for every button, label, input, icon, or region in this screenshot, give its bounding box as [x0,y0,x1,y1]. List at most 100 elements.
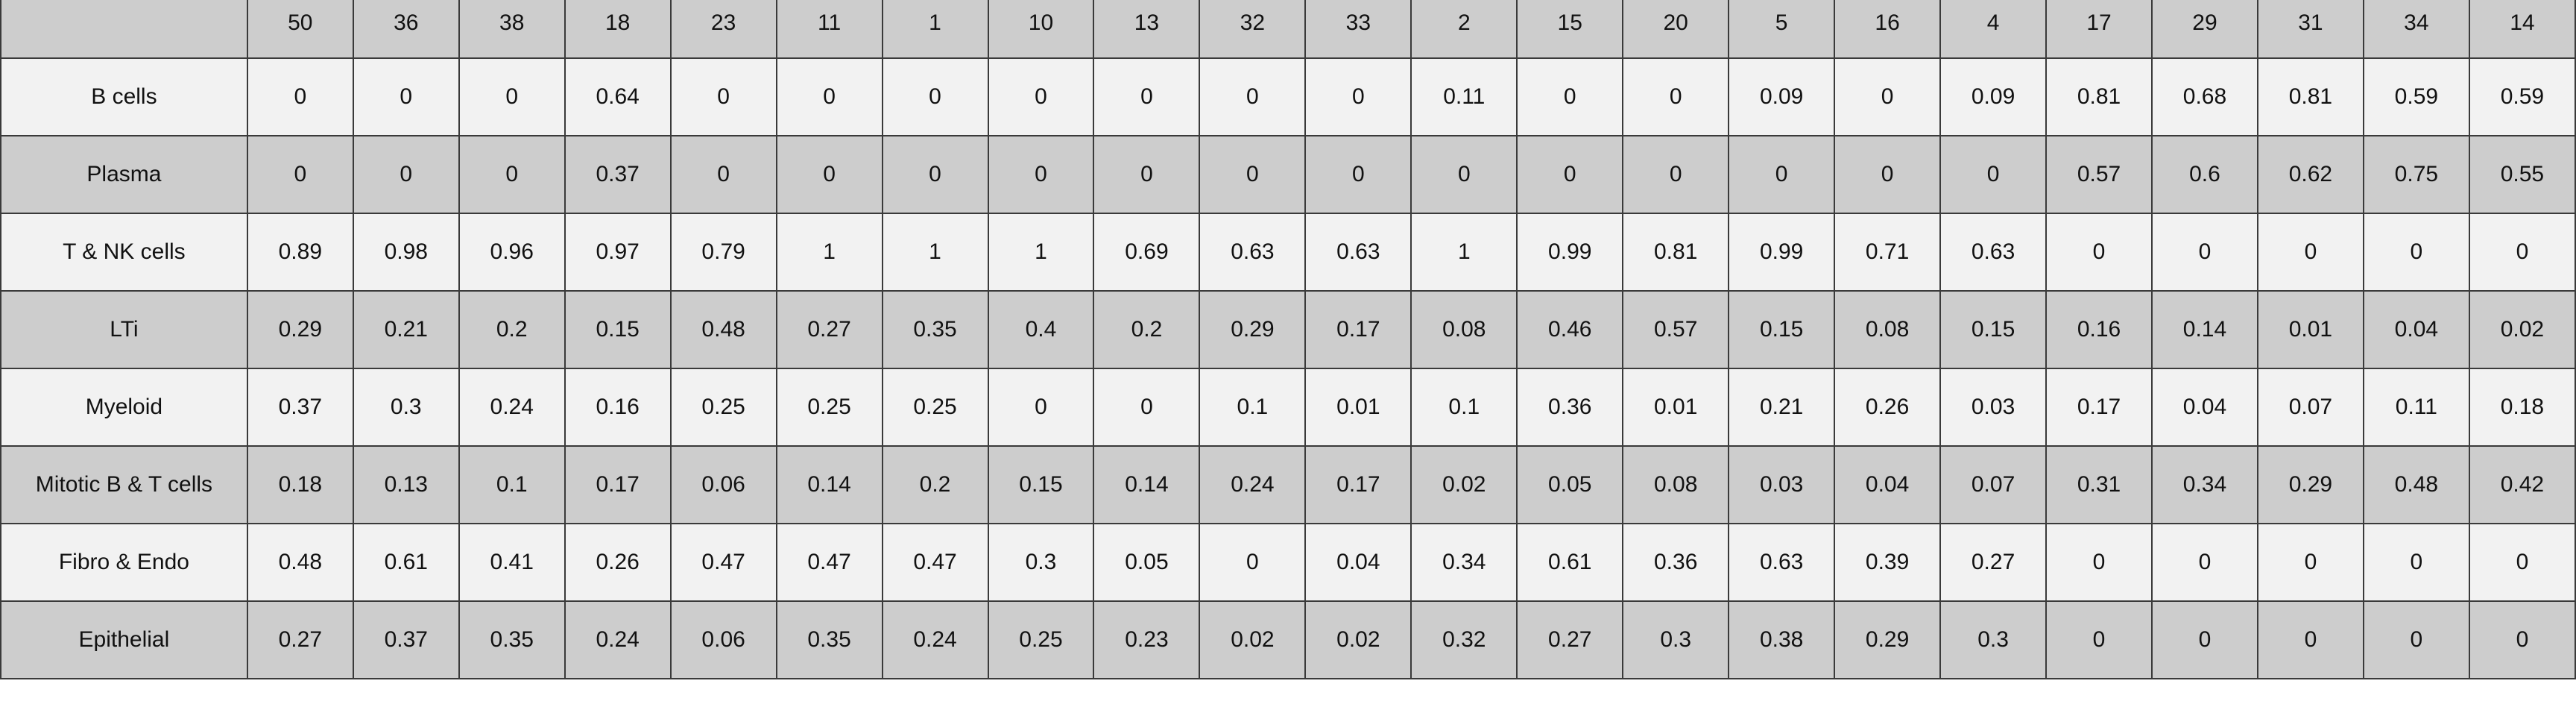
table-cell: 0.08 [1622,445,1730,524]
table-cell: 0.47 [775,523,883,602]
table-cell: 0.59 [2468,57,2576,136]
table-cell: 0.99 [1516,213,1624,292]
header-row: 50 36 38 18 23 11 1 10 13 32 33 2 15 20 5 16 4 17 29 31 34 14 [0,0,2576,59]
table-cell: 0.25 [987,600,1095,679]
table-cell: 0 [2045,523,2153,602]
table-row: Myeloid 0.37 0.3 0.24 0.16 0.25 0.25 0.25 0 0 0.1 0… [0,368,2576,447]
table-cell: 0 [987,57,1095,136]
table-cell: 0 [2150,213,2258,292]
table-cell: 0.01 [1622,368,1730,447]
table-cell: 0.18 [2468,368,2576,447]
table-cell: 0 [2150,523,2258,602]
table-cell: 0.37 [246,368,354,447]
table-cell: 0.57 [2045,135,2153,214]
table-cell: 0.26 [1834,368,1942,447]
table-row: LTi 0.29 0.21 0.2 0.15 0.48 0.27 0.35 0.4 0.2 0.29… [0,290,2576,369]
table-cell: 0.81 [2045,57,2153,136]
table-cell: 0 [987,135,1095,214]
table-cell: 1 [881,213,989,292]
table-cell: 0.05 [1516,445,1624,524]
table-cell: 0.2 [1093,290,1201,369]
table-cell: 0.02 [1304,600,1412,679]
table-cell: 0.24 [564,600,672,679]
table-cell: 0.14 [775,445,883,524]
table-cell: 0.24 [1199,445,1307,524]
table-cell: 0.27 [246,600,354,679]
table-cell: 0.05 [1093,523,1201,602]
row-label: Mitotic B & T cells [0,445,248,524]
table-cell: 0 [2468,213,2576,292]
table-cell: 0.41 [458,523,566,602]
table-cell: 0.07 [2256,368,2364,447]
table-cell: 0.31 [2045,445,2153,524]
table-cell: 0.27 [1939,523,2048,602]
table-cell: 0.1 [1199,368,1307,447]
table-cell: 0 [1199,57,1307,136]
column-header: 29 [2150,0,2258,59]
table-cell: 0 [2468,523,2576,602]
table-cell: 0.4 [987,290,1095,369]
table-cell: 0.27 [775,290,883,369]
table-cell: 0.07 [1939,445,2048,524]
table-cell: 0.25 [775,368,883,447]
table-cell: 0 [2362,213,2470,292]
table-cell: 0.89 [246,213,354,292]
table-cell: 0 [1516,135,1624,214]
table-cell: 0 [2045,213,2153,292]
table-cell: 0.21 [1728,368,1836,447]
column-header: 2 [1410,0,1518,59]
table-cell: 0 [458,135,566,214]
column-header: 23 [669,0,777,59]
table-cell: 0.32 [1410,600,1518,679]
table-cell: 0.02 [1199,600,1307,679]
table-cell: 0.35 [458,600,566,679]
table-cell: 0.68 [2150,57,2258,136]
table-cell: 0.18 [246,445,354,524]
table-cell: 0.34 [1410,523,1518,602]
table-cell: 0.47 [669,523,777,602]
column-header: 36 [352,0,460,59]
table-cell: 0.35 [881,290,989,369]
table-cell: 0.48 [669,290,777,369]
table-cell: 0.04 [2362,290,2470,369]
table-cell: 0.17 [1304,290,1412,369]
table-cell: 0.36 [1622,523,1730,602]
table-cell: 0.08 [1410,290,1518,369]
table-cell: 0 [2362,600,2470,679]
table-cell: 0.3 [1622,600,1730,679]
table-cell: 0 [1093,57,1201,136]
table-cell: 0.29 [1199,290,1307,369]
column-header: 13 [1093,0,1201,59]
table-cell: 0.47 [881,523,989,602]
table-cell: 0.3 [1939,600,2048,679]
table-cell: 0.39 [1834,523,1942,602]
table-cell: 0.17 [1304,445,1412,524]
corner-cell [0,0,248,59]
column-header: 31 [2256,0,2364,59]
table-cell: 0.16 [2045,290,2153,369]
column-header: 34 [2362,0,2470,59]
table-cell: 0 [1834,57,1942,136]
table-cell: 0.75 [2362,135,2470,214]
table-cell: 0.62 [2256,135,2364,214]
column-header: 18 [564,0,672,59]
table-cell: 0.16 [564,368,672,447]
column-header: 4 [1939,0,2048,59]
table-cell: 0.04 [2150,368,2258,447]
table-cell: 0 [1093,135,1201,214]
table-cell: 0 [2256,213,2364,292]
table-cell: 0.24 [881,600,989,679]
table-cell: 0.81 [2256,57,2364,136]
table-cell: 0.29 [1834,600,1942,679]
table-cell: 0.97 [564,213,672,292]
table-row: Fibro & Endo 0.48 0.61 0.41 0.26 0.47 0.47 0.47… [0,523,2576,602]
column-header: 20 [1622,0,1730,59]
table-cell: 0 [2362,523,2470,602]
table-cell: 0.42 [2468,445,2576,524]
table-cell: 0.96 [458,213,566,292]
table-cell: 0 [881,135,989,214]
table-cell: 0.37 [352,600,460,679]
table-cell: 0 [1304,57,1412,136]
row-label: LTi [0,290,248,369]
table-cell: 0.23 [1093,600,1201,679]
